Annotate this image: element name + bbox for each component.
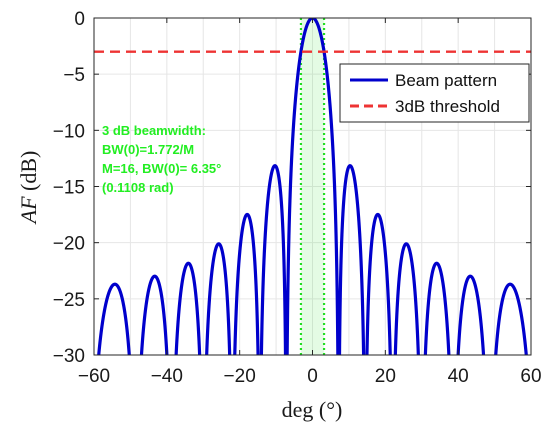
y-axis-title: AF (dB) [16, 151, 41, 226]
beamwidth-fill [300, 18, 325, 355]
y-axis-title-unit: (dB) [16, 151, 41, 197]
legend-label-beam-pattern: Beam pattern [395, 71, 497, 90]
beamwidth-annotation: 3 dB beamwidth: BW(0)=1.772/M M=16, BW(0… [102, 123, 221, 195]
y-tick-label: −5 [63, 65, 85, 86]
legend-box [339, 63, 530, 123]
y-axis-title-symbol: AF [16, 196, 41, 225]
grid [93, 17, 532, 356]
y-tick-label: −20 [53, 234, 85, 255]
x-tick-label: 0 [307, 366, 318, 387]
x-tick-label: −40 [151, 366, 183, 387]
y-tick-label: −10 [53, 121, 85, 142]
x-tick-label: 40 [448, 366, 469, 387]
annotation-line-2: BW(0)=1.772/M [102, 142, 194, 157]
x-tick-label: 20 [375, 366, 396, 387]
x-axis-title: deg (°) [282, 397, 343, 422]
x-tick-label: −20 [224, 366, 256, 387]
y-tick-label: −30 [53, 346, 85, 367]
legend-label-3db-threshold: 3dB threshold [395, 97, 500, 116]
annotation-line-4: (0.1108 rad) [102, 180, 174, 195]
ticks: −60 −40 −20 0 20 40 60 0 −5 −10 −15 −20 −25 −30 [53, 9, 542, 387]
x-tick-label: −60 [78, 366, 110, 387]
y-tick-label: −15 [53, 178, 85, 199]
y-tick-label: 0 [74, 9, 85, 30]
beamwidth-band [299, 18, 326, 355]
x-tick-label: 60 [520, 366, 541, 387]
annotation-line-1: 3 dB beamwidth: [102, 123, 206, 138]
y-tick-label: −25 [53, 290, 85, 311]
legend: Beam pattern 3dB threshold [339, 63, 530, 123]
annotation-line-3: M=16, BW(0)= 6.35° [102, 161, 221, 176]
